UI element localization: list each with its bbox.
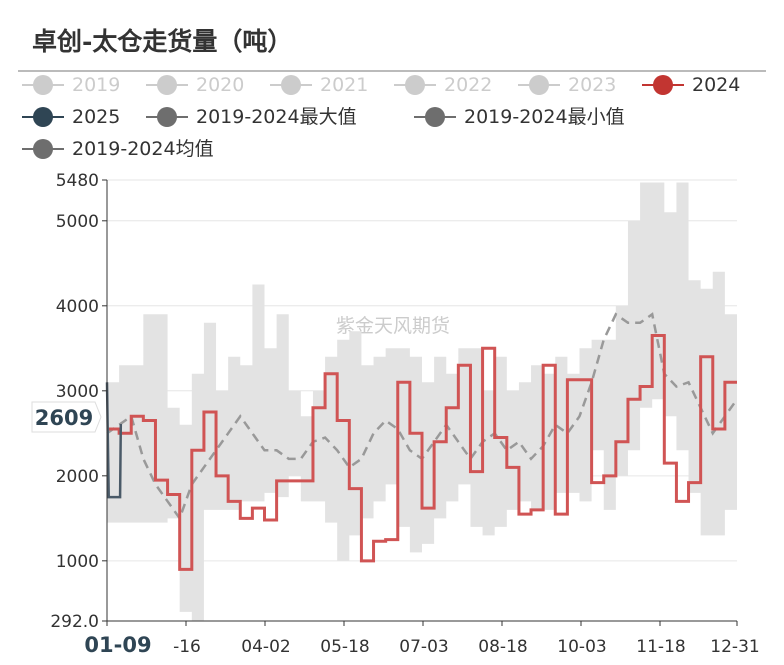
series-max-min-band [107, 182, 737, 621]
x-tick-label: 11-18 [636, 637, 685, 657]
y-tick-label: 5480 [56, 171, 99, 191]
legend-item-2019-2024最大值[interactable]: 2019-2024最大值 [144, 106, 357, 128]
legend-item-2023[interactable]: 2023 [516, 74, 616, 96]
legend-marker-icon [144, 107, 190, 127]
x-tick-label: 04-02 [241, 637, 290, 657]
x-tick-label: 01-09 [84, 633, 151, 657]
legend-item-2025[interactable]: 2025 [20, 106, 120, 128]
x-tick-label: 08-18 [478, 637, 527, 657]
series-2025 [105, 382, 123, 499]
legend-marker-icon [20, 139, 66, 159]
legend-label: 2019 [72, 74, 121, 96]
legend-marker-icon [516, 75, 562, 95]
y-tick-label: 4000 [56, 297, 99, 317]
legend-marker-icon [392, 75, 438, 95]
legend-marker-icon [20, 75, 66, 95]
x-tick-label: -16 [173, 637, 201, 657]
legend-label: 2024 [692, 74, 741, 96]
x-tick-label: 12-31 [710, 637, 759, 657]
legend-item-2019[interactable]: 2019 [20, 74, 120, 96]
title-divider [18, 70, 766, 72]
legend-item-2020[interactable]: 2020 [144, 74, 244, 96]
legend-label: 2022 [444, 74, 493, 96]
axis-pointer-box [31, 401, 102, 433]
legend-item-2024[interactable]: 2024 [640, 74, 740, 96]
y-tick-label: 2000 [56, 467, 99, 487]
y-tick-label: 3000 [56, 382, 99, 402]
y-tick-label: 1000 [56, 552, 99, 572]
legend-item-2019-2024最小值[interactable]: 2019-2024最小值 [412, 106, 625, 128]
y-tick-label: 292.0 [50, 612, 99, 632]
legend-item-2022[interactable]: 2022 [392, 74, 492, 96]
x-tick-label: 10-03 [557, 637, 606, 657]
legend-item-2019-2024均值[interactable]: 2019-2024均值 [20, 138, 214, 160]
legend-marker-icon [640, 75, 686, 95]
legend-marker-icon [268, 75, 314, 95]
legend-label: 2019-2024最大值 [196, 106, 357, 128]
chart-title: 卓创-太仓走货量（吨） [32, 27, 293, 56]
legend-label: 2019-2024均值 [72, 138, 214, 160]
legend-label: 2019-2024最小值 [464, 106, 625, 128]
legend-item-2021[interactable]: 2021 [268, 74, 368, 96]
legend-label: 2025 [72, 106, 121, 128]
y-tick-label: 5000 [56, 212, 99, 232]
legend-marker-icon [144, 75, 190, 95]
legend-label: 2023 [568, 74, 617, 96]
x-tick-label: 05-18 [320, 637, 369, 657]
x-tick-label: 07-03 [399, 637, 448, 657]
legend-label: 2021 [320, 74, 369, 96]
legend-marker-icon [412, 107, 458, 127]
series-2024 [107, 334, 737, 571]
axis-pointer-value: 2609 [35, 406, 93, 430]
watermark: 紫金天风期货 [336, 315, 450, 337]
legend-marker-icon [20, 107, 66, 127]
legend-label: 2020 [196, 74, 245, 96]
